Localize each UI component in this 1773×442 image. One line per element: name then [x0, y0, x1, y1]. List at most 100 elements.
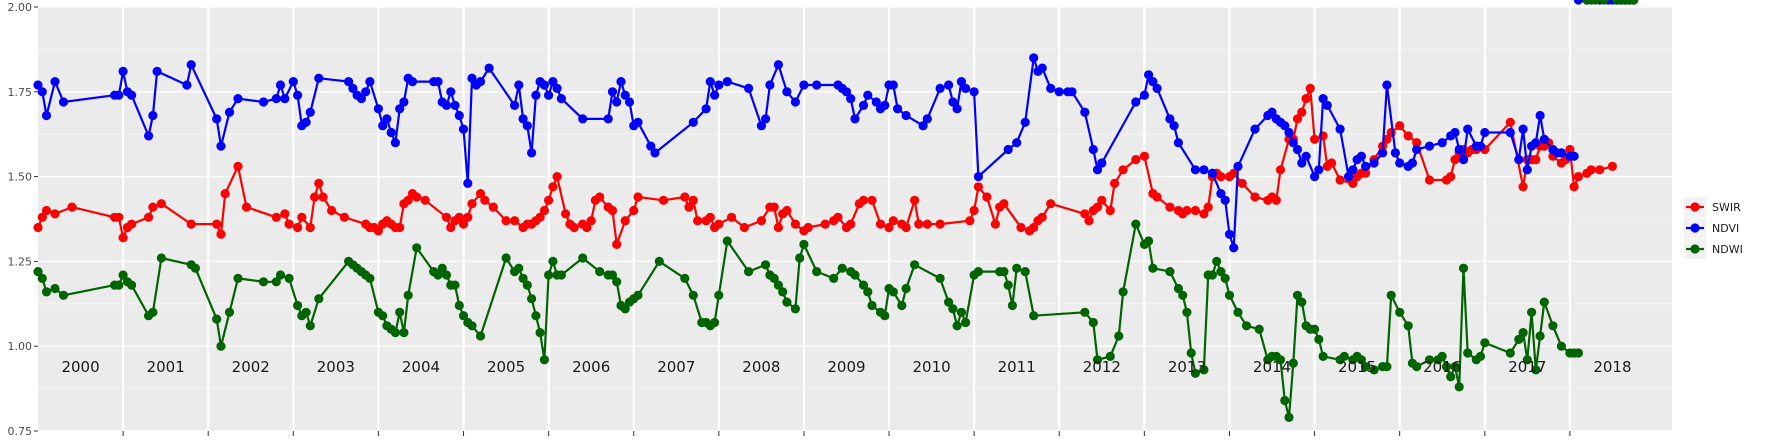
data-point-ndvi: [41, 110, 52, 121]
data-point-ndwi: [501, 253, 511, 263]
data-point-ndwi: [314, 294, 324, 304]
data-point-ndwi: [1241, 321, 1252, 331]
data-point-ndvi: [531, 90, 541, 100]
data-point-ndvi: [280, 94, 290, 104]
legend-key-point: [1690, 202, 1700, 212]
year-label: 2011: [998, 358, 1036, 376]
data-point-swir: [888, 216, 898, 226]
series-ndwi: [33, 0, 1639, 422]
data-point-ndvi: [1003, 144, 1013, 155]
data-point-swir: [1029, 222, 1039, 233]
data-point-ndwi: [1182, 307, 1192, 317]
data-point-swir: [965, 216, 975, 226]
data-point-swir: [539, 205, 550, 216]
data-point-ndwi: [1144, 236, 1154, 246]
data-point-swir: [552, 172, 562, 182]
data-point-swir: [280, 209, 290, 219]
data-point-ndvi: [1080, 107, 1090, 117]
data-point-ndvi: [1292, 144, 1303, 155]
data-point-ndvi: [1297, 158, 1307, 168]
data-point-ndwi: [578, 253, 588, 263]
y-tick-label: 1.25: [8, 255, 33, 268]
year-label: 2002: [232, 358, 270, 376]
data-point-ndvi: [1412, 144, 1422, 155]
data-point-ndvi: [293, 90, 303, 100]
data-point-ndwi: [1599, 0, 1609, 5]
data-point-ndwi: [769, 273, 779, 283]
data-point-ndwi: [1441, 362, 1452, 372]
data-point-ndwi: [1505, 348, 1515, 358]
data-point-ndwi: [1539, 297, 1549, 307]
data-point-ndvi: [1361, 161, 1371, 171]
year-label: 2004: [402, 358, 440, 376]
data-point-ndwi: [607, 270, 618, 280]
data-point-swir: [858, 195, 869, 205]
data-point-swir: [658, 195, 669, 205]
data-point-ndvi: [1463, 124, 1473, 134]
data-point-ndvi: [258, 97, 269, 107]
data-point-ndwi: [41, 287, 52, 297]
data-point-swir: [480, 195, 490, 205]
data-point-ndvi: [761, 114, 771, 124]
data-point-ndvi: [1378, 148, 1388, 158]
data-point-ndwi: [1403, 321, 1413, 331]
data-point-ndvi: [484, 63, 494, 73]
data-point-swir: [144, 212, 154, 222]
data-point-ndvi: [1229, 243, 1239, 253]
data-point-swir: [420, 195, 430, 205]
data-point-ndwi: [441, 270, 452, 280]
data-point-ndwi: [1088, 317, 1098, 328]
data-point-ndwi: [1297, 297, 1307, 307]
data-point-ndvi: [1097, 158, 1107, 168]
data-point-ndwi: [1254, 324, 1264, 334]
data-point-ndwi: [1288, 358, 1298, 368]
year-label: 2007: [657, 358, 695, 376]
data-point-ndwi: [305, 321, 315, 331]
data-point-ndwi: [1518, 328, 1528, 338]
data-point-ndvi: [182, 80, 192, 90]
data-point-ndvi: [812, 80, 822, 90]
data-point-ndwi: [527, 294, 537, 304]
data-point-swir: [569, 222, 579, 233]
data-point-ndwi: [867, 300, 877, 311]
data-point-swir: [1152, 192, 1162, 202]
data-point-ndwi: [1450, 362, 1460, 372]
data-point-ndwi: [1314, 334, 1324, 344]
data-point-ndvi: [1199, 165, 1209, 175]
data-point-ndwi: [118, 270, 128, 280]
data-point-ndwi: [1446, 372, 1456, 382]
data-point-swir: [1335, 175, 1345, 185]
data-point-ndvi: [633, 117, 643, 127]
data-point-ndvi: [50, 77, 60, 87]
data-point-ndwi: [1012, 263, 1022, 273]
data-point-swir: [1607, 161, 1617, 171]
data-point-ndwi: [1092, 355, 1103, 365]
data-point-ndvi: [1088, 144, 1098, 155]
data-point-ndvi: [548, 77, 558, 87]
data-point-swir: [595, 192, 605, 202]
data-point-ndvi: [1029, 53, 1039, 63]
data-point-ndwi: [301, 307, 311, 317]
data-point-ndvi: [127, 90, 137, 100]
data-point-ndwi: [114, 280, 124, 290]
data-point-ndwi: [1190, 368, 1200, 378]
data-point-ndvi: [1458, 155, 1469, 165]
data-point-ndvi: [390, 138, 400, 148]
legend: SWIR NDVI NDWI: [1684, 197, 1743, 259]
data-point-swir: [875, 219, 886, 229]
data-point-ndwi: [1003, 280, 1013, 290]
data-point-ndwi: [1207, 270, 1217, 280]
data-point-swir: [633, 192, 643, 202]
data-point-ndvi: [233, 94, 243, 104]
data-point-ndvi: [1395, 158, 1405, 168]
data-point-swir: [501, 216, 511, 226]
data-point-ndvi: [454, 110, 464, 121]
data-point-swir: [1092, 202, 1103, 212]
legend-key-point: [1690, 223, 1700, 233]
data-point-swir: [901, 222, 911, 233]
data-point-swir: [458, 219, 469, 229]
data-point-swir: [475, 189, 486, 199]
year-label: 2010: [913, 358, 951, 376]
data-point-swir: [1037, 212, 1047, 222]
data-point-ndvi: [1335, 124, 1345, 134]
